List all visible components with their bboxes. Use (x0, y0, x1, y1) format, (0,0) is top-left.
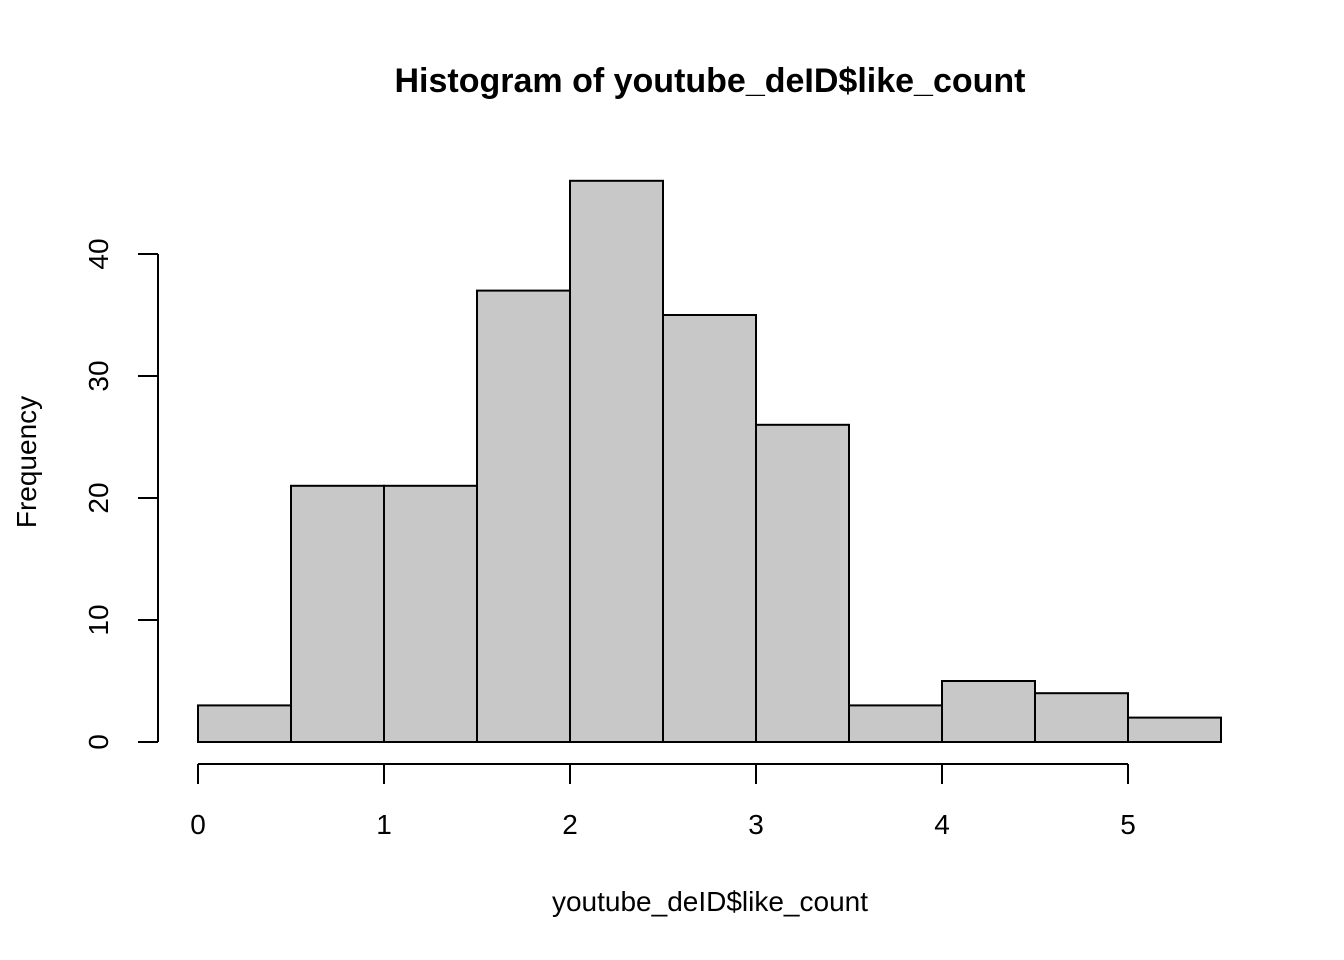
x-tick-label-4: 4 (934, 809, 950, 840)
histogram-bar-4 (569, 179, 664, 744)
histogram-bar-10 (1127, 716, 1222, 743)
histogram-bar-6 (755, 423, 850, 743)
histogram-bar-8 (941, 680, 1036, 743)
x-tick-label-2: 2 (562, 809, 578, 840)
histogram-bar-3 (476, 289, 571, 743)
histogram-bar-5 (662, 314, 757, 743)
y-tick-label-2: 20 (83, 482, 114, 513)
y-tick-label-3: 30 (83, 360, 114, 391)
histogram-bar-1 (290, 484, 385, 743)
bars-group (197, 179, 1222, 744)
y-axis-label: Frequency (11, 396, 42, 528)
x-tick-label-5: 5 (1120, 809, 1136, 840)
x-axis-label: youtube_deID$like_count (552, 886, 868, 917)
histogram-bar-2 (383, 484, 478, 743)
x-tick-label-3: 3 (748, 809, 764, 840)
y-tick-label-4: 40 (83, 238, 114, 269)
y-axis: 0 10 20 30 40 (83, 238, 159, 750)
histogram-bar-9 (1034, 692, 1129, 744)
chart-title: Histogram of youtube_deID$like_count (395, 62, 1026, 100)
histogram-bar-0 (197, 704, 292, 744)
histogram-bar-7 (848, 704, 943, 744)
x-tick-label-0: 0 (190, 809, 206, 840)
x-axis: 0 1 2 3 4 5 (190, 763, 1136, 840)
y-tick-label-1: 10 (83, 604, 114, 635)
x-tick-label-1: 1 (376, 809, 392, 840)
y-tick-label-0: 0 (83, 734, 114, 750)
